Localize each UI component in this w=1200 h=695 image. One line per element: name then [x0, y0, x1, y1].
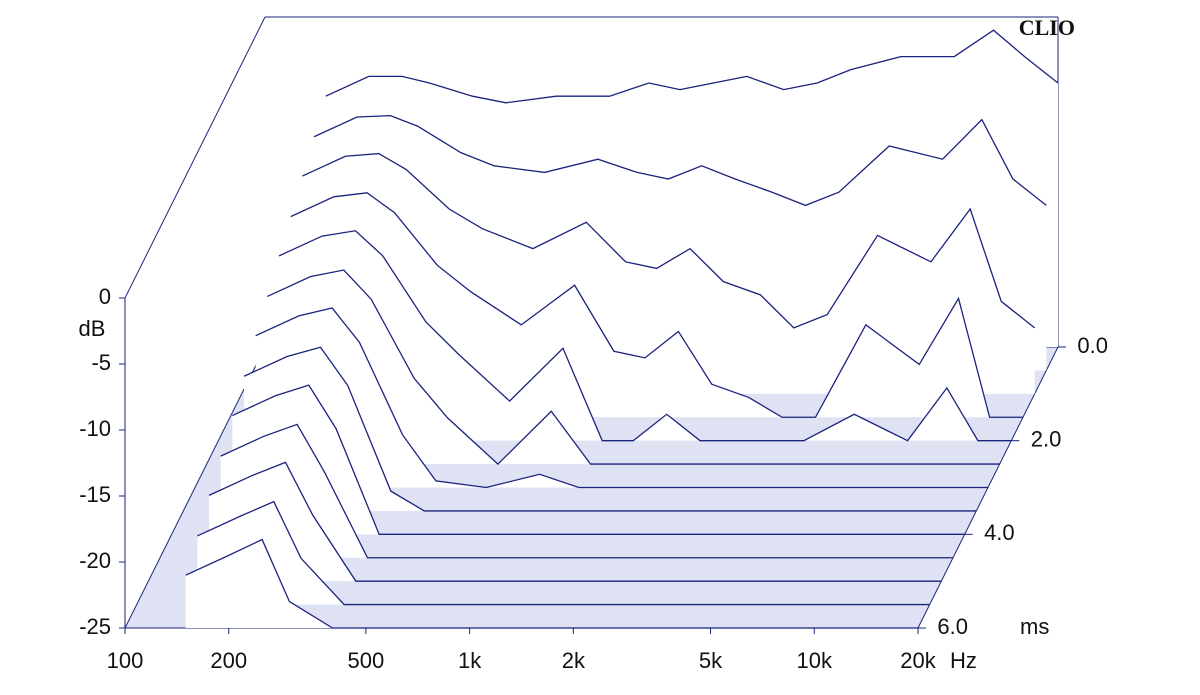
decay-slice	[278, 230, 1012, 442]
x-tick-label: 20k	[900, 648, 936, 673]
x-tick-label: 5k	[699, 648, 723, 673]
x-tick-label: 100	[107, 648, 144, 673]
decay-slice	[185, 538, 918, 629]
decay-slice	[302, 152, 1036, 329]
decay-slice	[267, 269, 1000, 465]
y-tick-label: -5	[91, 350, 111, 375]
brand: CLIO	[1019, 15, 1075, 40]
x-axis-label: Hz	[950, 648, 977, 673]
t-tick-label: 2.0	[1031, 426, 1062, 451]
decay-slice	[325, 29, 1059, 104]
t-tick-label: 6.0	[937, 614, 968, 639]
x-tick-label: 10k	[797, 648, 833, 673]
y-tick-label: 0	[99, 284, 111, 309]
decay-slice	[313, 115, 1047, 207]
y-tick-label: -20	[79, 548, 111, 573]
slice-fill	[279, 230, 1012, 441]
t-axis-label: ms	[1020, 614, 1049, 639]
slice-fill	[290, 192, 1023, 418]
x-tick-label: 1k	[458, 648, 482, 673]
t-tick-label: 0.0	[1077, 333, 1108, 358]
x-tick-label: 500	[348, 648, 385, 673]
y-tick-label: -25	[79, 614, 111, 639]
decay-slice	[255, 307, 988, 489]
slice-fill	[185, 539, 918, 628]
frame-line	[124, 16, 266, 299]
y-tick-label: -15	[79, 482, 111, 507]
t-tick-label: 4.0	[984, 520, 1015, 545]
decay-slice	[220, 423, 953, 559]
decay-slice	[290, 192, 1023, 418]
decay-slice	[232, 384, 965, 535]
decay-slice	[208, 461, 942, 582]
x-tick-label: 200	[210, 648, 247, 673]
decay-slice	[197, 500, 930, 606]
y-axis-label: dB	[79, 316, 106, 341]
y-tick-label: -10	[79, 416, 111, 441]
x-tick-label: 2k	[562, 648, 586, 673]
decay-slice	[243, 346, 977, 512]
